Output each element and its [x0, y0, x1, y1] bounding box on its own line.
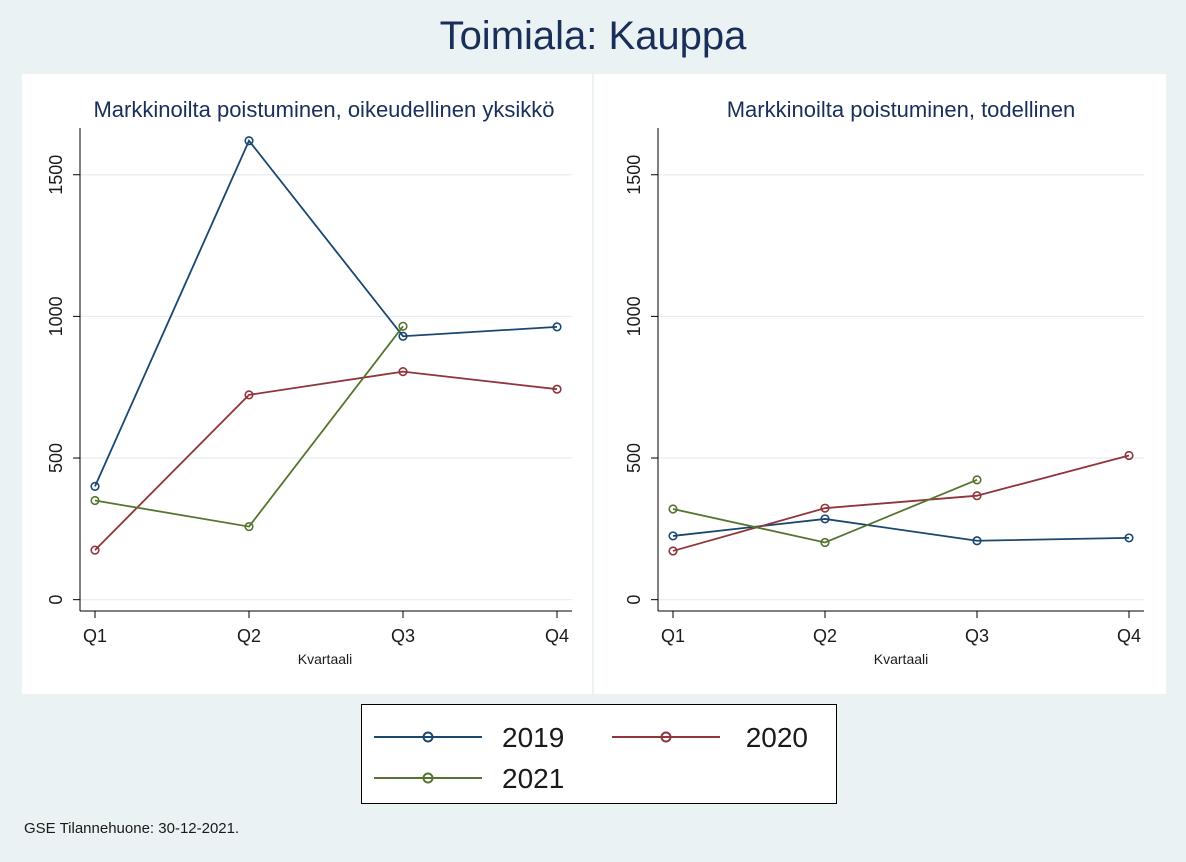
legend-item-2021: 2021 [374, 763, 564, 794]
y-tick-label: 1500 [46, 155, 66, 195]
legend-label: 2019 [502, 722, 564, 753]
footnote: GSE Tilannehuone: 30-12-2021. [24, 820, 240, 837]
y-tick-label: 0 [624, 595, 644, 605]
panel-title: Markkinoilta poistuminen, oikeudellinen … [93, 97, 554, 122]
panel-1: Markkinoilta poistuminen, oikeudellinen … [46, 97, 572, 667]
x-tick-label-q3: Q3 [391, 626, 415, 646]
y-tick-label: 1000 [46, 296, 66, 336]
series-2019 [668, 514, 1134, 546]
data-point [90, 545, 100, 555]
series-2021 [90, 321, 408, 532]
data-point [972, 475, 982, 485]
data-point [398, 367, 408, 377]
data-point [552, 384, 562, 394]
y-tick-label: 1000 [624, 296, 644, 336]
data-point [244, 136, 254, 146]
data-point [398, 331, 408, 341]
series-line-2021 [672, 479, 978, 544]
data-point [972, 536, 982, 546]
legend-item-2020: 2020 [612, 722, 808, 753]
data-point [552, 322, 562, 332]
series-line-2021 [94, 325, 404, 528]
y-tick-label: 1500 [624, 155, 644, 195]
x-tick-label-q4: Q4 [545, 626, 569, 646]
legend-label: 2021 [502, 763, 564, 794]
x-tick-label-q2: Q2 [813, 626, 837, 646]
data-point [398, 321, 408, 331]
series-line-2020 [672, 454, 1130, 552]
x-axis-title: Kvartaali [298, 651, 352, 667]
data-point [972, 491, 982, 501]
data-point [820, 514, 830, 524]
data-point [668, 546, 678, 556]
y-tick-label: 500 [46, 443, 66, 473]
x-axis-title: Kvartaali [874, 651, 928, 667]
legend-item-2019: 2019 [374, 722, 564, 753]
legend: 2019 2020 2021 [361, 704, 837, 804]
legend-svg: 2019 2020 2021 [374, 722, 808, 794]
series-2020 [668, 450, 1134, 556]
data-point [820, 503, 830, 513]
data-point [244, 521, 254, 532]
legend-swatch-marker [422, 772, 434, 784]
panel-2: Markkinoilta poistuminen, todellinen 0 500… [624, 97, 1144, 667]
legend-swatch-marker [422, 731, 434, 743]
x-tick-label-q1: Q1 [83, 626, 107, 646]
data-point [1124, 533, 1134, 543]
left-panel-background [22, 74, 592, 694]
data-point [90, 481, 100, 491]
right-panel-background [594, 74, 1166, 694]
legend-label: 2020 [746, 722, 808, 753]
series-line-2019 [94, 139, 558, 487]
panel-title: Markkinoilta poistuminen, todellinen [727, 97, 1076, 122]
series-line-2020 [94, 370, 558, 551]
figure-title: Toimiala: Kauppa [439, 14, 747, 58]
x-tick-label-q1: Q1 [661, 626, 685, 646]
y-tick-label: 0 [46, 595, 66, 605]
data-point [668, 531, 678, 541]
legend-swatch-marker [660, 731, 672, 743]
data-point [244, 390, 254, 400]
data-point [90, 495, 100, 506]
data-point [668, 504, 678, 514]
data-point [820, 537, 830, 548]
series-2020 [90, 367, 562, 555]
x-tick-label-q4: Q4 [1117, 626, 1141, 646]
data-point [1124, 450, 1134, 461]
series-2019 [90, 136, 562, 491]
y-tick-label: 500 [624, 443, 644, 473]
x-tick-label-q2: Q2 [237, 626, 261, 646]
x-tick-label-q3: Q3 [965, 626, 989, 646]
series-2021 [668, 475, 982, 548]
series-line-2019 [672, 518, 1130, 542]
